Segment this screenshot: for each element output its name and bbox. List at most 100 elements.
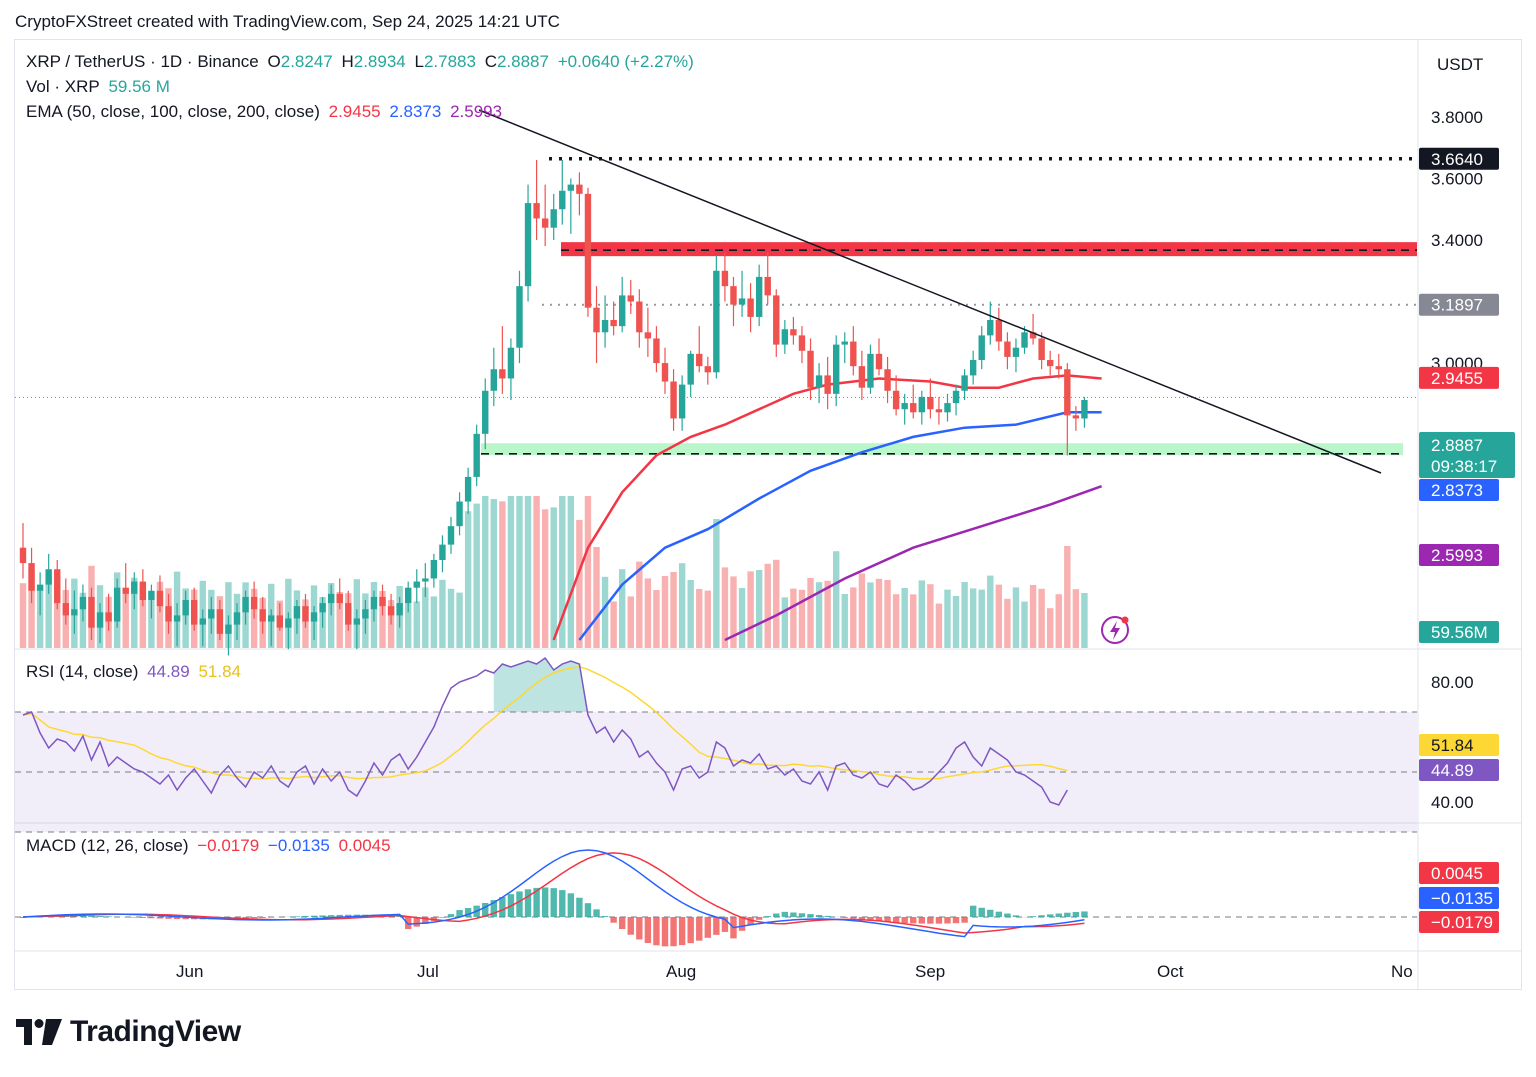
volume-bar <box>131 577 138 648</box>
candle-series <box>19 160 1088 656</box>
candle-body <box>969 360 977 376</box>
volume-bar <box>892 594 900 648</box>
candle-body <box>490 369 497 391</box>
volume-bar <box>45 577 52 648</box>
alert-dot-icon <box>1121 616 1129 624</box>
candle-body <box>499 369 506 379</box>
candle-body <box>824 375 831 394</box>
chart-frame[interactable]: USDT 3.8000 3.6000 3.4000 3.0000 3.6640 3.1897… <box>14 39 1522 990</box>
price-tick-label: 3.8000 <box>1431 108 1483 127</box>
candle-body <box>644 332 652 339</box>
candle-body <box>36 584 44 591</box>
open-label: O <box>267 52 281 71</box>
volume-bar <box>961 582 968 648</box>
candle-body <box>156 590 164 607</box>
candle-body <box>370 596 378 610</box>
ema100-line <box>578 411 1102 641</box>
high-label: H <box>341 52 354 71</box>
macd-hist-bar <box>302 916 309 917</box>
candle-body <box>148 590 155 600</box>
macd-hist-bar <box>781 911 789 917</box>
candle-body <box>456 501 463 527</box>
candle-body <box>208 609 215 619</box>
volume-legend: Vol · XRP 59.56 M <box>26 77 174 97</box>
candle-body <box>96 612 104 628</box>
macd-hist-bar <box>550 888 557 917</box>
volume-bar <box>567 496 575 648</box>
macd-hist-bar <box>1012 915 1020 917</box>
rsi-value: 44.89 <box>147 662 190 681</box>
volume-bar <box>447 588 455 648</box>
price-badge-ema100: 2.8373 <box>1431 481 1483 500</box>
volume-bar <box>678 563 686 648</box>
volume-bar <box>704 590 711 648</box>
macd-hist-bar <box>439 917 446 918</box>
close-value: 2.8887 <box>496 52 549 71</box>
macd-line-badge-bg <box>1419 911 1499 933</box>
macd-hist-bar <box>1072 912 1080 917</box>
rsi-ma-badge: 51.84 <box>1431 736 1474 755</box>
volume-bar <box>601 576 609 648</box>
macd-hist-bar <box>713 917 720 935</box>
descending-trendline <box>478 109 1382 474</box>
change-value: +0.0640 (+2.27%) <box>557 52 694 71</box>
volume-bar <box>1055 594 1062 648</box>
candle-body <box>892 390 900 410</box>
volume-bar <box>747 571 754 648</box>
macd-hist-bar <box>1029 916 1037 917</box>
volume-bar <box>995 584 1003 648</box>
volume-bar <box>559 496 566 648</box>
macd-hist-bar <box>892 917 900 923</box>
volume-bar <box>584 496 592 648</box>
macd-hist-bar <box>773 913 780 917</box>
volume-bar <box>576 519 583 648</box>
candle-body <box>918 396 925 413</box>
candle-body <box>285 618 292 628</box>
tradingview-logo: TradingView <box>16 1015 241 1049</box>
volume-bar <box>807 578 814 648</box>
candle-body <box>884 369 891 391</box>
candle-body <box>225 624 232 634</box>
macd-hist-bar <box>935 917 943 924</box>
candle-body <box>755 276 763 317</box>
volume-bar <box>456 592 463 648</box>
candle-body <box>45 569 52 585</box>
volume-bar <box>790 588 797 648</box>
macd-hist-bar <box>96 916 104 917</box>
candle-body <box>696 353 703 367</box>
macd-hist-bar <box>584 903 592 917</box>
macd-hist-bar <box>1038 915 1045 917</box>
symbol-legend: XRP / TetherUS · 1D · Binance O2.8247 H2… <box>26 52 698 72</box>
candle-body <box>396 603 403 616</box>
volume-bar <box>422 587 429 648</box>
volume-bar <box>1004 598 1011 648</box>
volume-bar <box>473 503 480 648</box>
high-value: 2.8934 <box>353 52 406 71</box>
macd-hist-bar <box>764 916 771 917</box>
candle-body <box>362 609 369 619</box>
macd-hist-badge-bg <box>1419 862 1499 884</box>
volume-bar <box>987 575 994 648</box>
candle-body <box>105 612 112 622</box>
volume-bar <box>773 559 780 648</box>
candle-body <box>610 320 617 327</box>
macd-hist-bar <box>687 917 694 944</box>
macd-hist-bar <box>173 917 181 920</box>
volume-bar <box>833 551 840 648</box>
price-tick-label: 3.4000 <box>1431 231 1483 250</box>
macd-hist-bar <box>738 917 746 931</box>
candle-body <box>807 350 814 388</box>
candle-body <box>405 587 412 604</box>
volume-bar <box>541 509 549 648</box>
rsi-ma-badge-bg <box>1419 734 1499 756</box>
chart-canvas[interactable]: USDT3.80003.60003.40003.00003.66403.1897… <box>15 40 1521 989</box>
candle-body <box>738 298 746 305</box>
volume-bar <box>19 583 27 648</box>
macd-hist-bar <box>593 909 600 917</box>
volume-bar <box>627 596 634 648</box>
macd-hist-bar <box>524 889 532 917</box>
candle-body <box>131 581 138 594</box>
candle-body <box>541 218 549 228</box>
candle-body <box>191 600 198 625</box>
volume-bar <box>430 596 438 648</box>
